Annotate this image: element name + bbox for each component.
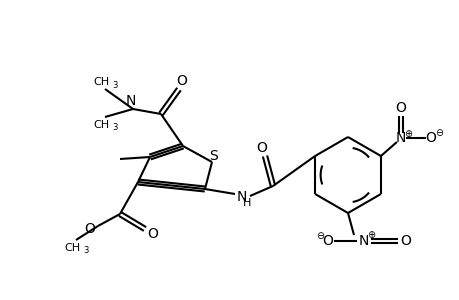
Text: O: O: [425, 131, 436, 145]
Text: O: O: [84, 222, 95, 236]
Text: ⊕: ⊕: [403, 129, 411, 139]
Text: 3: 3: [112, 80, 118, 89]
Text: CH: CH: [64, 243, 80, 253]
Text: O: O: [322, 234, 333, 248]
Text: 3: 3: [83, 247, 89, 256]
Text: ⊖: ⊖: [315, 231, 323, 241]
Text: O: O: [147, 227, 158, 241]
Text: S: S: [209, 149, 218, 163]
Text: O: O: [400, 234, 410, 248]
Text: ⊕: ⊕: [366, 230, 374, 240]
Text: O: O: [176, 74, 187, 88]
Text: N: N: [395, 131, 405, 145]
Text: O: O: [395, 101, 405, 115]
Text: N: N: [126, 94, 136, 108]
Text: H: H: [242, 198, 251, 208]
Text: O: O: [256, 141, 267, 155]
Text: N: N: [358, 234, 369, 248]
Text: ⊖: ⊖: [434, 128, 442, 138]
Text: CH: CH: [93, 120, 109, 130]
Text: CH: CH: [93, 77, 109, 87]
Text: N: N: [236, 190, 246, 204]
Text: 3: 3: [112, 124, 118, 133]
